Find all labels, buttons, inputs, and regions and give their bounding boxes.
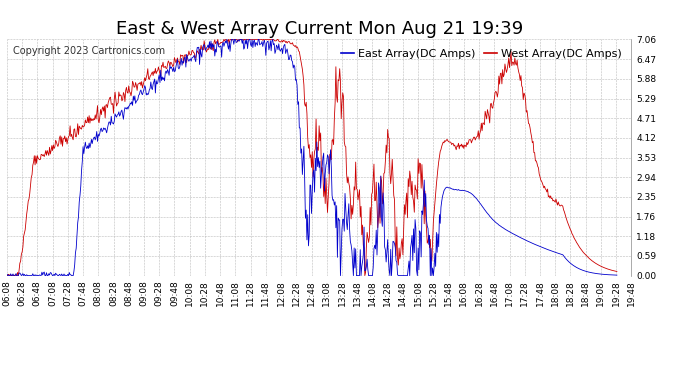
Legend: East Array(DC Amps), West Array(DC Amps): East Array(DC Amps), West Array(DC Amps) [337,45,626,64]
Text: Copyright 2023 Cartronics.com: Copyright 2023 Cartronics.com [13,46,166,57]
Title: East & West Array Current Mon Aug 21 19:39: East & West Array Current Mon Aug 21 19:… [115,20,523,38]
